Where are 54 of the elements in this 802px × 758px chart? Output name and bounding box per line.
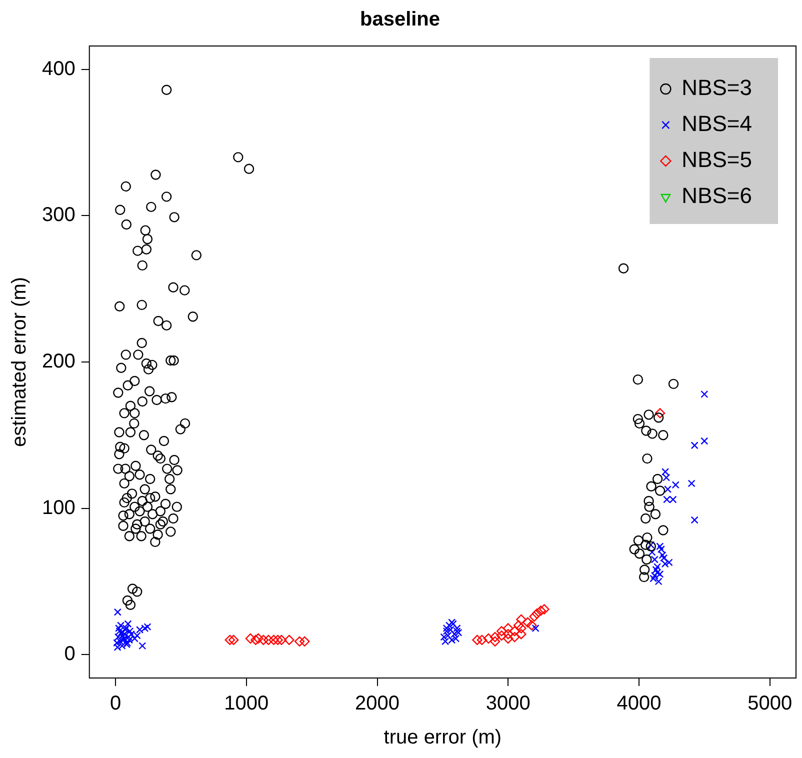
x-tick-label: 1000 xyxy=(224,692,269,715)
point xyxy=(496,626,507,636)
x-tick-label: 2000 xyxy=(355,692,400,715)
y-tick-label: 0 xyxy=(64,643,76,666)
y-tick-label: 400 xyxy=(42,58,76,80)
point xyxy=(245,633,256,644)
point xyxy=(272,634,283,646)
y-tick-label: 200 xyxy=(42,350,76,373)
point xyxy=(483,633,494,644)
point xyxy=(250,634,261,646)
point xyxy=(510,626,520,636)
point xyxy=(253,633,264,644)
point xyxy=(522,617,533,628)
legend-label: NBS=4 xyxy=(682,111,752,136)
point xyxy=(263,634,274,646)
point xyxy=(526,620,537,630)
point xyxy=(268,634,279,646)
point xyxy=(258,634,269,646)
point xyxy=(516,629,526,640)
point xyxy=(654,408,666,418)
legend-label: NBS=3 xyxy=(682,75,752,100)
point xyxy=(536,606,546,616)
point xyxy=(294,636,305,647)
point xyxy=(284,634,294,646)
point xyxy=(503,623,514,634)
y-tick-label: 300 xyxy=(42,204,76,226)
x-tick-label: 4000 xyxy=(616,692,662,715)
point xyxy=(224,634,236,646)
x-axis-title: true error (m) xyxy=(384,726,502,749)
point xyxy=(539,604,550,614)
point xyxy=(529,611,540,622)
y-tick-label: 100 xyxy=(42,496,76,519)
legend-label: NBS=6 xyxy=(682,183,752,208)
point xyxy=(503,633,514,644)
point xyxy=(516,623,526,634)
point xyxy=(516,614,526,625)
point xyxy=(472,634,482,646)
x-tick-label: 3000 xyxy=(486,692,530,715)
point xyxy=(510,632,520,642)
chart-title: baseline xyxy=(360,8,440,31)
point xyxy=(513,620,524,630)
point xyxy=(300,636,310,647)
x-tick-label: 0 xyxy=(110,692,122,715)
legend-label: NBS=5 xyxy=(682,147,752,172)
point xyxy=(490,632,500,642)
point xyxy=(532,608,542,619)
y-axis-title: estimated error (m) xyxy=(8,276,31,448)
point xyxy=(276,634,287,646)
x-tick-label: 5000 xyxy=(748,692,792,715)
point xyxy=(496,630,507,641)
point xyxy=(503,629,514,640)
point xyxy=(228,634,239,646)
point xyxy=(476,634,488,646)
point xyxy=(490,636,500,647)
